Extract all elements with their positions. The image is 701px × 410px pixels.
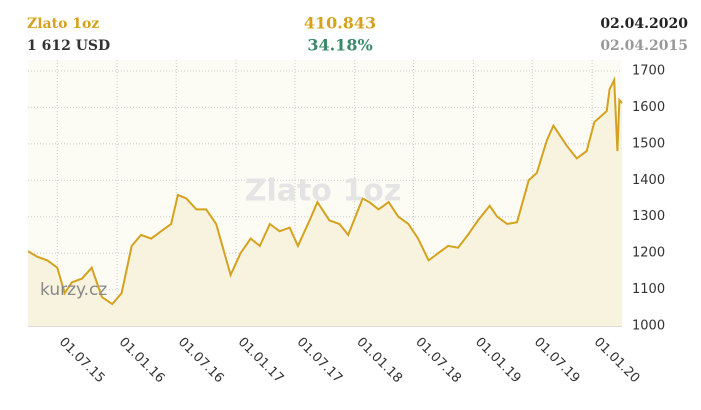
y-tick-label: 1200	[632, 246, 665, 261]
y-tick-label: 1100	[632, 282, 665, 297]
asset-price: 1 612 USD	[27, 38, 110, 54]
x-tick-label: 01.07.19	[531, 335, 583, 387]
x-tick-label: 01.07.16	[175, 335, 227, 387]
y-tick-label: 1600	[632, 100, 665, 115]
date-end: 02.04.2020	[600, 16, 688, 32]
x-tick-label: 01.07.17	[294, 335, 346, 387]
x-tick-label: 01.01.20	[591, 335, 643, 387]
x-tick-label: 01.01.19	[472, 335, 524, 387]
watermark: Zlato 1oz	[245, 174, 402, 209]
y-tick-label: 1000	[632, 319, 665, 334]
x-tick-label: 01.01.17	[235, 335, 287, 387]
y-tick-label: 1500	[632, 136, 665, 151]
date-start: 02.04.2015	[600, 38, 688, 54]
y-tick-label: 1400	[632, 173, 665, 188]
x-tick-label: 01.07.15	[56, 335, 108, 387]
change: 410.843	[304, 14, 376, 33]
asset-name: Zlato 1oz	[27, 16, 99, 32]
y-tick-label: 1300	[632, 209, 665, 224]
area-fill	[28, 80, 622, 326]
y-tick-label: 1700	[632, 64, 665, 79]
price-line	[27, 76, 623, 306]
change-pct: 34.18%	[307, 36, 372, 55]
logo: kurzy.cz	[40, 280, 107, 300]
x-tick-label: 01.01.16	[116, 335, 168, 387]
x-tick-label: 01.01.18	[353, 335, 405, 387]
x-tick-label: 01.07.18	[412, 335, 464, 387]
